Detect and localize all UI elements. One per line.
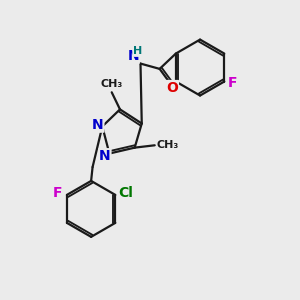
Text: H: H xyxy=(133,46,142,56)
Text: CH₃: CH₃ xyxy=(100,79,123,89)
Text: N: N xyxy=(92,118,104,132)
Text: N: N xyxy=(127,49,139,63)
Text: O: O xyxy=(167,81,178,95)
Text: F: F xyxy=(53,185,62,200)
Text: F: F xyxy=(228,76,237,90)
Text: CH₃: CH₃ xyxy=(157,140,179,150)
Text: Cl: Cl xyxy=(118,185,133,200)
Text: N: N xyxy=(99,149,111,163)
